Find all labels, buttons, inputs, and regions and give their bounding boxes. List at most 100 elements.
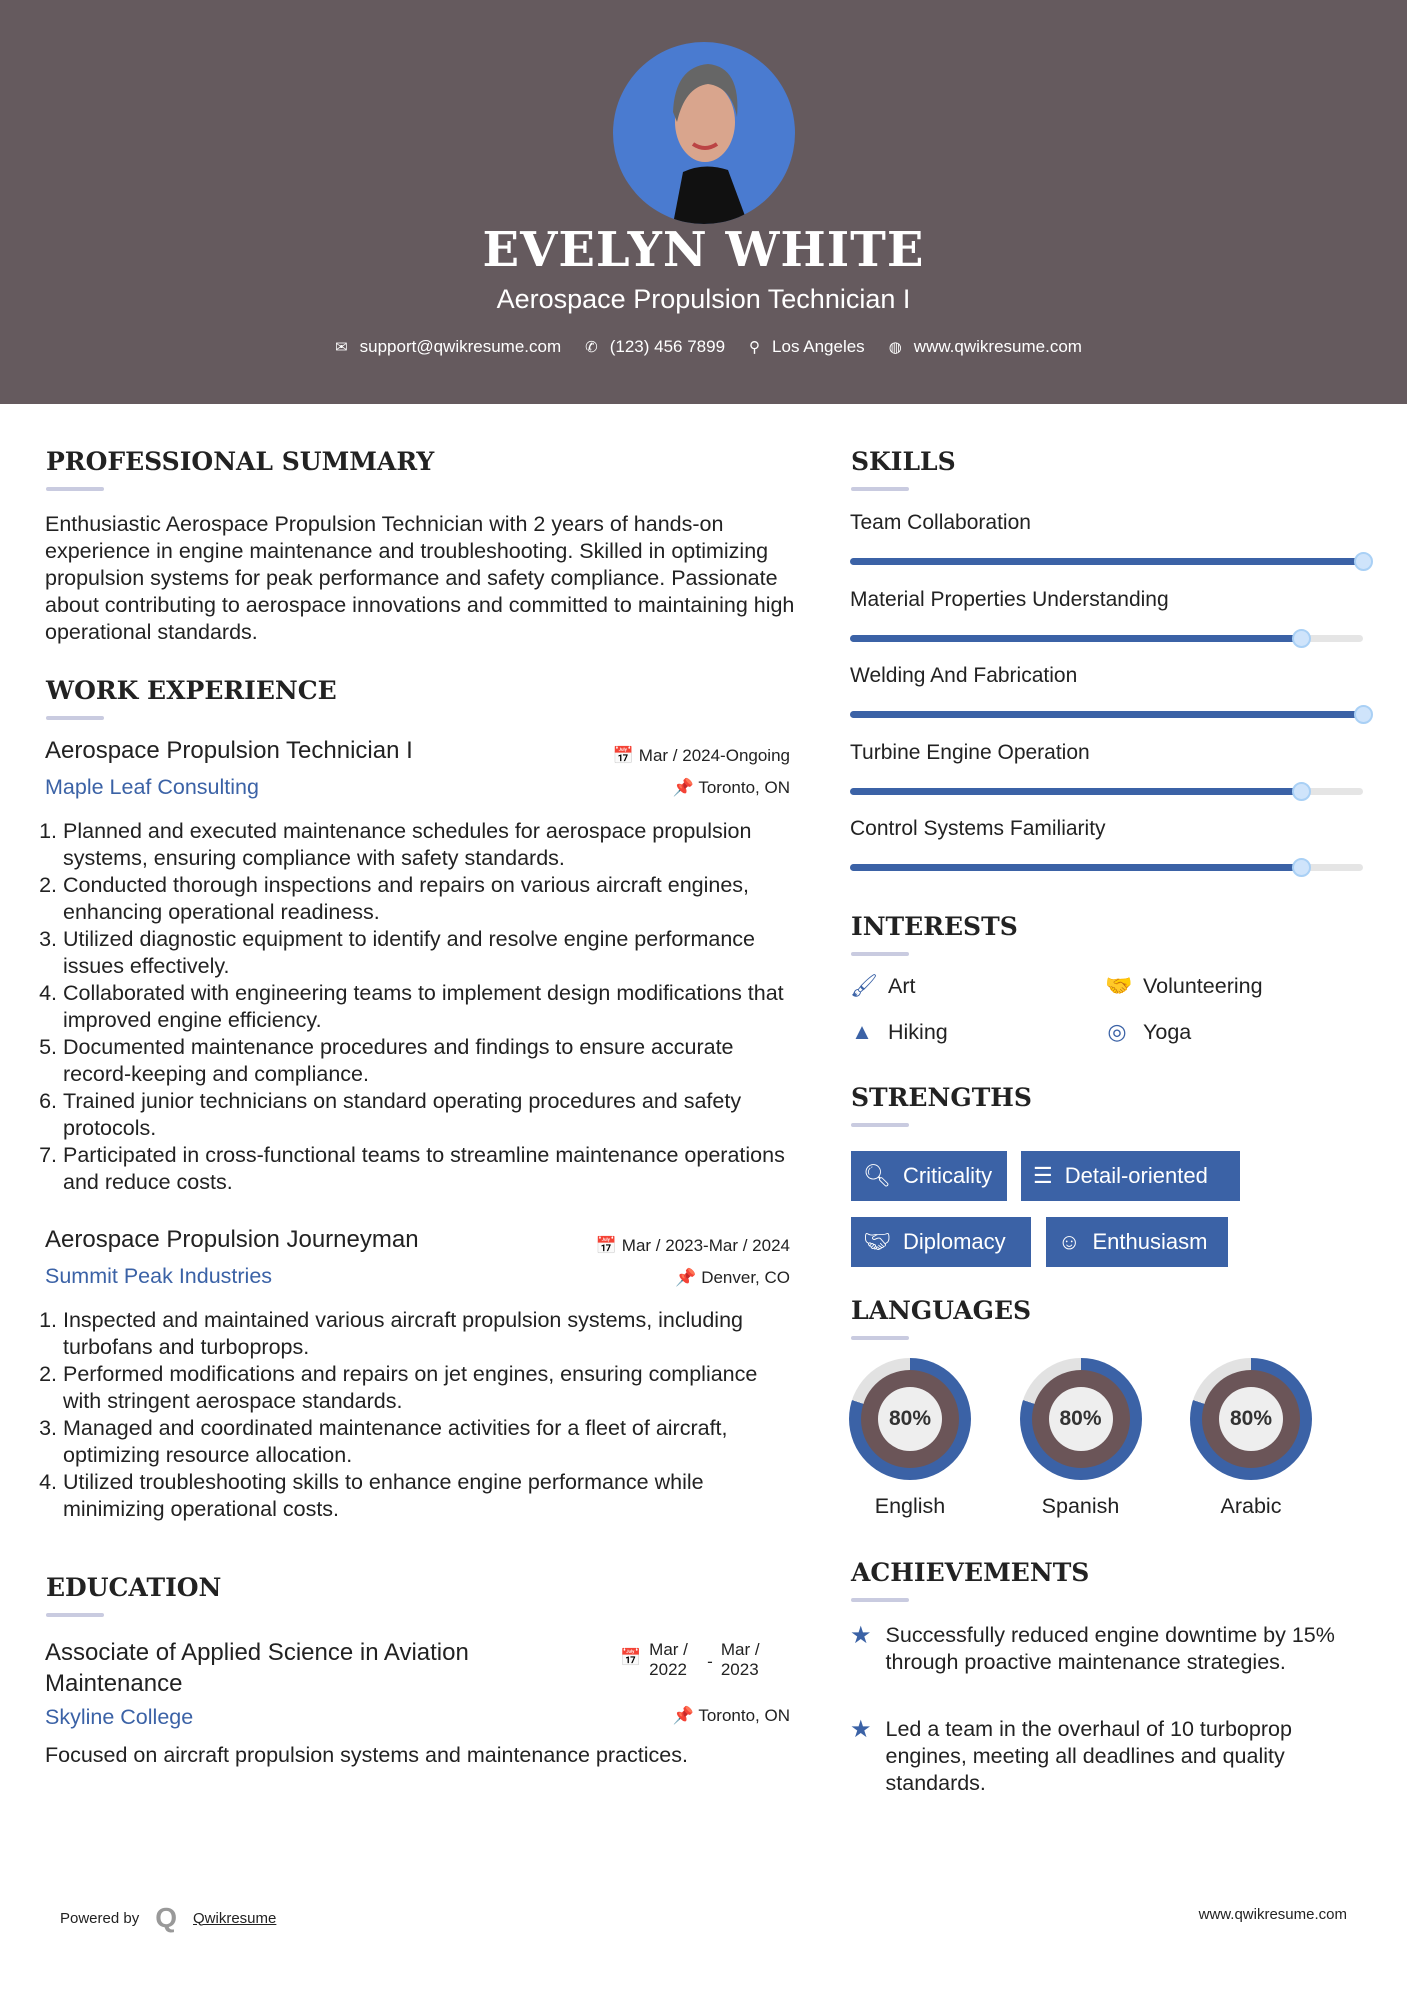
smile-icon: ☺ (1058, 1229, 1081, 1254)
list-item: Conducted thorough inspections and repai… (63, 872, 798, 926)
interest-yoga: ◎ Yoga (1105, 1019, 1191, 1045)
qwikresume-logo-icon: Q (155, 1902, 177, 1933)
contact-website[interactable]: ◍ www.qwikresume.com (888, 337, 1082, 356)
candidate-name: EVELYN WHITE (482, 222, 925, 278)
paintbrush-icon: 🖌 (850, 973, 878, 998)
language-donut: 80% (849, 1358, 971, 1480)
skill-level-bar (850, 705, 1373, 724)
interest-volunteering: 🤝 Volunteering (1105, 973, 1263, 998)
job-date: 📅 Mar / 2023-Mar / 2024 (595, 1236, 790, 1255)
list-item: Performed modifications and repairs on j… (63, 1361, 796, 1415)
pushpin-icon: 📌 (672, 778, 699, 797)
skill-level-fill (850, 864, 1302, 871)
strength-badge: ☰ Detail-oriented (1021, 1151, 1240, 1201)
language-name: Spanish (1041, 1494, 1120, 1518)
calendar-icon: 📅 (595, 1236, 622, 1255)
strengths-heading: STRENGTHS (851, 1083, 1032, 1127)
brand-link[interactable]: Qwikresume (193, 1909, 277, 1927)
skill-level-knob (1354, 705, 1373, 724)
candidate-title: Aerospace Propulsion Technician I (496, 284, 911, 314)
strength-badge: ☺ Enthusiasm (1046, 1217, 1228, 1267)
skill-level-bar (850, 628, 1363, 648)
profile-photo (613, 42, 795, 224)
list-item: Trained junior technicians on standard o… (63, 1088, 798, 1142)
education-location: 📌 Toronto, ON (672, 1706, 790, 1725)
skill-level-fill (850, 634, 1302, 642)
donut-center: 80% (878, 1387, 942, 1451)
lifebuoy-icon: ◎ (1107, 1019, 1127, 1044)
calendar-icon: 📅 (612, 746, 639, 765)
footer-powered: Powered by Q Qwikresume (60, 1902, 277, 1933)
skill-label: Control Systems Familiarity (850, 817, 1106, 840)
skill-label: Welding And Fabrication (850, 664, 1078, 687)
footer-website[interactable]: www.qwikresume.com (1198, 1906, 1347, 1923)
job-company: Maple Leaf Consulting (45, 775, 259, 799)
phone-icon: ✆ (585, 339, 598, 356)
school: Skyline College (45, 1705, 194, 1729)
strength-badge: 🤝︎ Diplomacy (851, 1217, 1031, 1267)
donut-center: 80% (1048, 1387, 1113, 1451)
skill-label: Material Properties Understanding (850, 587, 1169, 611)
job-responsibilities: Inspected and maintained various aircraf… (36, 1307, 796, 1523)
achievement-item: ★ Led a team in the overhaul of 10 turbop… (850, 1716, 1292, 1795)
strength-badge: 🔍︎ Criticality (851, 1151, 1007, 1201)
experience-heading: WORK EXPERIENCE (46, 676, 337, 720)
summary-text: Enthusiastic Aerospace Propulsion Techni… (45, 512, 795, 644)
skill-level-bar (850, 858, 1363, 877)
skill-label: Turbine Engine Operation (850, 740, 1090, 764)
job-title: Aerospace Propulsion Technician I (45, 737, 413, 764)
list-item: Collaborated with engineering teams to i… (63, 980, 798, 1034)
list-item: Planned and executed maintenance schedul… (63, 818, 798, 872)
handshake-icon: 🤝︎ (863, 1229, 891, 1254)
calendar-icon: 📅 (620, 1648, 642, 1667)
contact-email[interactable]: ✉ support@qwikresume.com (335, 337, 562, 356)
job-date: 📅 Mar / 2024-Ongoing (612, 746, 790, 765)
language-donut: 80% (1019, 1358, 1142, 1480)
list-item: Utilized diagnostic equipment to identif… (63, 926, 798, 980)
skill-level-knob (1292, 781, 1312, 801)
skill-label: Team Collaboration (850, 511, 1031, 534)
skill-level-knob (1354, 552, 1373, 571)
skills-heading: SKILLS (851, 447, 956, 491)
job-responsibilities: Planned and executed maintenance schedul… (36, 818, 798, 1196)
achievements-heading: ACHIEVEMENTS (851, 1558, 1090, 1602)
job-title: Aerospace Propulsion Journeyman (45, 1226, 419, 1253)
skill-level-knob (1292, 628, 1312, 648)
languages-heading: LANGUAGES (851, 1296, 1032, 1340)
list-icon: ☰ (1033, 1163, 1053, 1188)
pushpin-icon: 📌 (672, 1706, 699, 1725)
summary-heading: PROFESSIONAL SUMMARY (46, 447, 435, 491)
list-item: Inspected and maintained various aircraf… (63, 1307, 796, 1361)
skill-level-fill (850, 787, 1302, 795)
education-dates: 📅 Mar / 2022 - Mar / 2023 (620, 1640, 760, 1679)
interest-art: 🖌 Art (850, 973, 916, 998)
envelope-icon: ✉ (335, 339, 348, 356)
degree: Associate of Applied Science in Aviation… (45, 1639, 469, 1697)
star-icon: ★ (850, 1716, 872, 1743)
globe-icon: ◍ (888, 339, 902, 356)
skill-level-bar (850, 781, 1363, 801)
interest-hiking: ▲ Hiking (851, 1019, 948, 1044)
job-location: 📌 Toronto, ON (672, 778, 790, 797)
education-heading: EDUCATION (46, 1573, 222, 1617)
language-name: English (874, 1494, 946, 1518)
skill-level-fill (850, 558, 1363, 565)
list-item: Utilized troubleshooting skills to enhan… (63, 1469, 796, 1523)
list-item: Participated in cross-functional teams t… (63, 1142, 798, 1196)
donut-center: 80% (1219, 1387, 1283, 1451)
list-item: Documented maintenance procedures and fi… (63, 1034, 798, 1088)
contact-bar: ✉ support@qwikresume.com ✆ (123) 456 7899 … (0, 337, 1407, 357)
header: EVELYN WHITE Aerospace Propulsion Techni… (0, 0, 1407, 404)
language-name: Arabic (1220, 1494, 1282, 1518)
contact-location: ⚲ Los Angeles (749, 337, 865, 356)
contact-phone: ✆ (123) 456 7899 (585, 337, 726, 356)
map-pin-icon: ⚲ (749, 339, 761, 356)
star-icon: ★ (850, 1622, 872, 1649)
interests-heading: INTERESTS (851, 912, 1018, 956)
handshake-icon: 🤝 (1105, 973, 1133, 998)
search-icon: 🔍︎ (863, 1163, 891, 1188)
list-item: Managed and coordinated maintenance acti… (63, 1415, 796, 1469)
skill-level-bar (850, 552, 1373, 571)
skill-level-fill (850, 711, 1363, 718)
education-description: Focused on aircraft propulsion systems a… (45, 1743, 688, 1767)
